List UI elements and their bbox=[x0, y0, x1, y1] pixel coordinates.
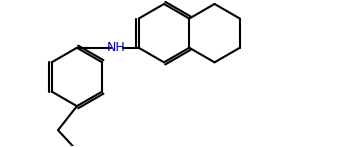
Text: NH: NH bbox=[107, 41, 126, 54]
